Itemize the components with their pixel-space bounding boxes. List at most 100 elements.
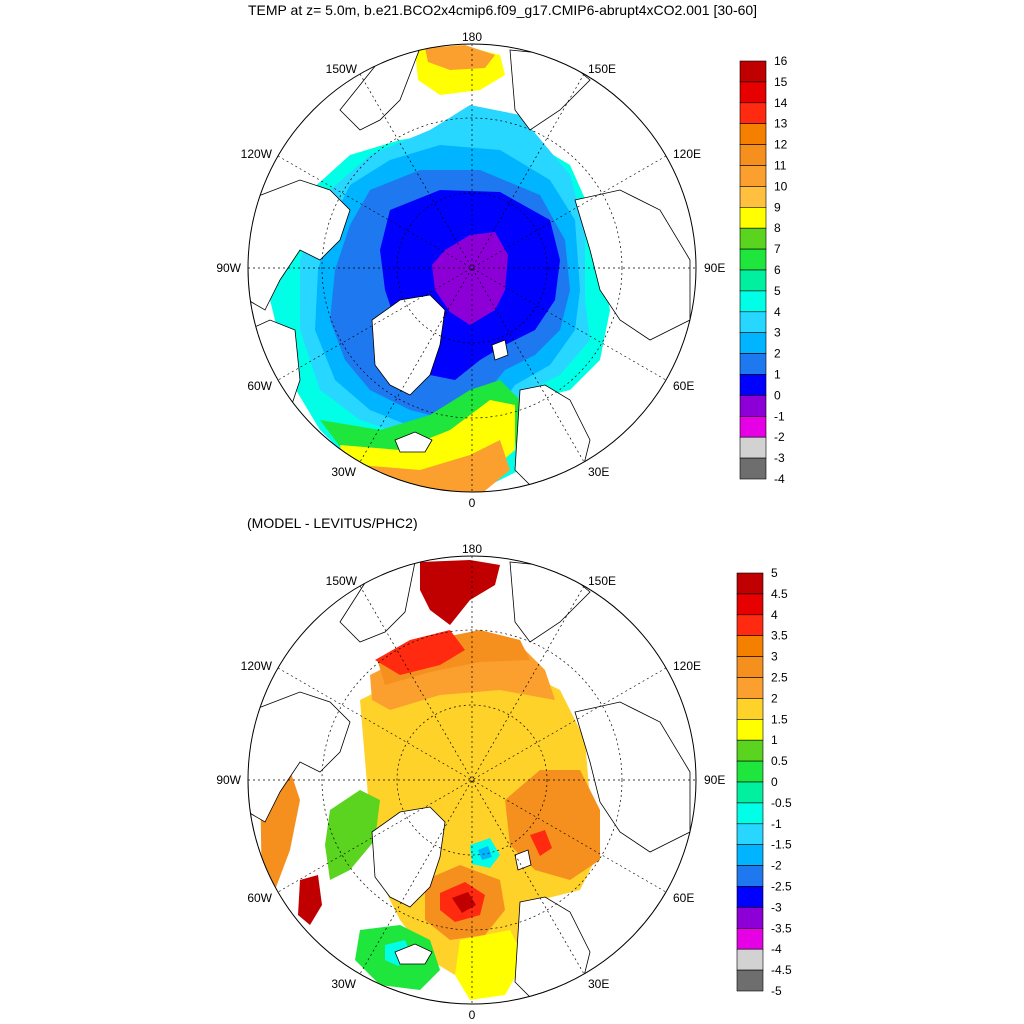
bottom-colorbar-swatch [736,886,764,908]
bottom-colorbar-label: -5 [771,984,782,998]
top-lon-90e: 90E [704,261,725,275]
bottom-colorbar-swatch [736,656,764,678]
bottom-field-labrador-red [298,875,322,925]
top-colorbar-label: 4 [774,305,781,319]
bottom-field-orange [378,630,530,685]
top-lon-120w: 120W [241,147,273,161]
bottom-colorbar-label: 0.5 [771,754,788,768]
top-lon-150w: 150W [326,62,358,76]
bottom-field-red-north [375,630,465,675]
top-lon-60e: 60E [673,379,694,393]
bottom-colorbar-label: -1 [771,817,782,831]
bottom-colorbar-swatch [736,614,764,636]
top-colorbar-label: 7 [774,242,781,256]
bottom-colorbar-swatch [736,635,764,657]
top-north-america [248,179,351,311]
bottom-colorbar-swatch [736,698,764,720]
bottom-colorbar-label: -3 [771,900,782,914]
top-colorbar-label: 9 [774,200,781,214]
bottom-svalbard [514,849,532,871]
bottom-lon-180: 180 [462,542,482,556]
bottom-map-fields [248,556,696,1004]
bottom-colorbar-label: -1.5 [771,838,792,852]
top-colorbar-label: 1 [774,368,781,382]
bottom-lon-30e: 30E [588,977,609,991]
top-map-fields [248,44,696,492]
top-colorbar-swatch [739,374,767,396]
bottom-colorbar-swatch [736,802,764,825]
bottom-colorbar-label: 4.5 [771,587,788,601]
top-colorbar-label: 5 [774,284,781,298]
top-svalbard [491,339,509,361]
top-colorbar-swatch [739,290,767,313]
top-colorbar-swatch [739,457,767,480]
bottom-colorbar-label: 2.5 [771,671,788,685]
top-colorbar-label: -1 [774,409,785,423]
top-colorbar-label: 12 [774,138,788,152]
top-colorbar-swatch [739,248,767,271]
bottom-lon-90e: 90E [704,773,725,787]
top-lon-30w: 30W [331,465,356,479]
top-colorbar-swatch [739,269,767,292]
bottom-field-norwegian-yellow [455,930,525,1000]
bottom-colorbar-swatch [736,760,764,783]
bottom-colorbar-label: 0 [771,775,778,789]
top-field-purple [432,232,508,325]
top-colorbar-label: 14 [774,96,788,110]
top-colorbar-label: 11 [774,159,787,173]
bottom-lon-120w: 120W [241,659,273,673]
bottom-colorbar-label: -3.5 [771,921,792,935]
top-graticule [248,44,696,492]
top-colorbar-label: -2 [774,430,785,444]
top-greenland [371,294,446,396]
bottom-land [248,561,691,1004]
top-colorbar-label: 0 [774,388,781,402]
bottom-colorbar-swatch [736,969,764,992]
bottom-lon-30w: 30W [331,977,356,991]
top-lon-150e: 150E [588,62,616,76]
top-colorbar-swatch [739,353,767,375]
top-colorbar-swatch [739,227,767,250]
top-colorbar-label: 13 [774,117,788,131]
top-colorbar-label: 15 [774,75,788,89]
top-map-title: TEMP at z= 5.0m, b.e21.BCO2x4cmip6.f09_g… [248,2,758,18]
bottom-colorbar-label: -4.5 [771,963,792,977]
top-field-pacific-orange [425,45,495,70]
top-colorbar-label: 6 [774,263,781,277]
bottom-colorbar: 5 4.5 4 3.5 3 2.5 2 1.5 1 0.5 0 -0.5 -1 -1.5 -2 -2.5 -3 -… [736,566,792,998]
top-colorbar-swatch [739,311,767,333]
top-colorbar-swatch [739,144,767,166]
top-siberia [574,189,691,341]
top-lon-120e: 120E [673,147,701,161]
bottom-lon-0: 0 [469,1008,476,1022]
bottom-colorbar-swatch [736,927,764,950]
bottom-field-gold [360,665,600,990]
bottom-lon-120e: 120E [673,659,701,673]
top-colorbar-swatch [739,165,767,187]
top-colorbar-label: -3 [774,451,785,465]
bottom-map-title: (MODEL - LEVITUS/PHC2) [247,515,418,531]
bottom-field-baffin-green [325,790,380,880]
top-iceland [394,431,433,453]
bottom-lon-90w: 90W [216,773,241,787]
bottom-longitude-labels: 180 150W 150E 120W 120E 90W 90E 60W 60E … [216,542,725,1022]
bottom-colorbar-swatch [736,865,764,887]
bottom-colorbar-label: 4 [771,608,778,622]
top-polar-map: 180 150W 150E 120W 120E 90W 90E 60W 60E … [216,30,787,510]
top-colorbar-swatch [739,60,767,83]
top-colorbar-swatch [739,332,767,354]
bottom-lon-150w: 150W [326,574,358,588]
bottom-lon-60w: 60W [247,891,272,905]
bottom-colorbar-label: 1 [771,733,778,747]
bottom-colorbar-label: 5 [771,566,778,580]
bottom-colorbar-swatch [736,844,764,866]
top-colorbar-label: 2 [774,347,781,361]
bottom-colorbar-label: -2.5 [771,880,792,894]
top-lon-0: 0 [469,496,476,510]
top-colorbar-swatch [739,102,767,125]
top-longitude-labels: 180 150W 150E 120W 120E 90W 90E 60W 60E … [216,30,725,510]
bottom-colorbar-swatch [736,718,764,741]
bottom-colorbar-label: 3 [771,650,778,664]
